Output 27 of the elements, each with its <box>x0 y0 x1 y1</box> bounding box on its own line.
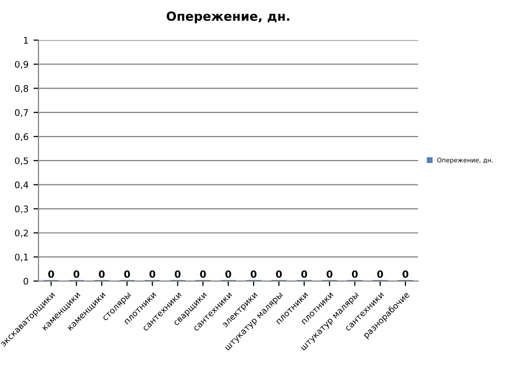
y-tick-label: 0,3 <box>14 206 28 214</box>
y-tick-label: 0,8 <box>14 85 28 93</box>
y-tick-label: 0,1 <box>14 254 28 262</box>
y-tick-label: 0,9 <box>14 60 28 69</box>
y-tick-label: 0,5 <box>14 157 28 166</box>
data-label: 0 <box>352 270 358 278</box>
data-label: 0 <box>98 270 105 278</box>
y-tick-label: 0,2 <box>14 230 28 238</box>
data-label: 0 <box>200 270 206 278</box>
data-label: 0 <box>225 270 232 278</box>
data-label: 0 <box>48 270 54 278</box>
data-label: 0 <box>149 270 156 278</box>
y-tick-label: 0,6 <box>14 133 28 141</box>
y-tick-label: 0,7 <box>14 109 28 117</box>
data-label: 0 <box>377 270 384 278</box>
data-label: 0 <box>74 270 80 278</box>
data-label: 0 <box>326 270 332 278</box>
data-label: 0 <box>174 270 181 278</box>
y-tick-label: 0 <box>24 278 28 285</box>
data-label: 0 <box>250 270 257 278</box>
data-label: 0 <box>402 270 408 278</box>
chart-title: Опережение, дн. <box>166 11 290 24</box>
y-tick-label: 0,4 <box>14 181 28 190</box>
data-label: 0 <box>276 270 282 278</box>
data-label: 0 <box>124 270 130 278</box>
y-tick-label: 1 <box>24 37 28 44</box>
data-label: 0 <box>301 270 308 278</box>
